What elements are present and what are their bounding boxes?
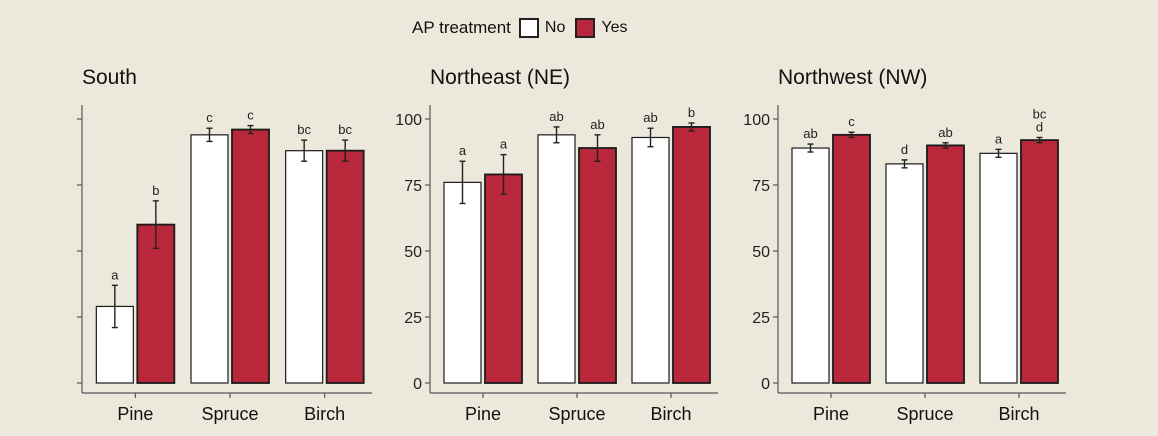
- significance-letter: a: [500, 137, 508, 152]
- bar-yes: [926, 144, 965, 384]
- legend-item-no: No: [518, 18, 566, 38]
- y-tick-label: 25: [752, 310, 770, 327]
- legend-swatch-no: [518, 18, 539, 38]
- bar-no: [443, 181, 482, 384]
- bar-no: [979, 152, 1018, 384]
- significance-letter: b: [688, 105, 695, 120]
- x-tick-label: Birch: [304, 404, 345, 424]
- x-tick-label: Spruce: [896, 404, 953, 424]
- x-tick-label: Pine: [117, 404, 153, 424]
- y-tick-label: 100: [743, 112, 770, 129]
- bar-yes: [672, 126, 711, 384]
- significance-letter: ab: [549, 109, 563, 124]
- significance-letter: ab: [938, 125, 952, 140]
- y-tick-label: 50: [752, 244, 770, 261]
- x-tick-label: Birch: [998, 404, 1039, 424]
- bar-no: [285, 150, 324, 384]
- bar-yes: [484, 173, 523, 384]
- significance-letter: ab: [643, 110, 657, 125]
- y-tick-label: 0: [413, 376, 422, 393]
- significance-letter: c: [848, 114, 855, 129]
- x-tick-label: Pine: [465, 404, 501, 424]
- significance-letter: c: [247, 108, 254, 123]
- significance-letter: ab: [590, 117, 604, 132]
- bar-no: [190, 134, 229, 384]
- panel-title: Northwest (NW): [778, 66, 927, 89]
- significance-letter: a: [995, 131, 1003, 146]
- panel-title: Northeast (NE): [430, 66, 570, 89]
- panel-title: South: [82, 66, 137, 89]
- significance-letter: a: [111, 267, 119, 282]
- legend-title: AP treatment: [412, 18, 511, 37]
- bar-no: [631, 136, 670, 384]
- y-tick-label: 75: [404, 178, 422, 195]
- x-tick-label: Birch: [650, 404, 691, 424]
- y-tick-label: 75: [752, 178, 770, 195]
- significance-letter: a: [459, 143, 467, 158]
- x-tick-label: Pine: [813, 404, 849, 424]
- significance-letter: bc: [1033, 106, 1047, 121]
- y-tick-label: 0: [761, 376, 770, 393]
- legend-item-yes: Yes: [575, 18, 627, 38]
- y-tick-label: 25: [404, 310, 422, 327]
- x-tick-label: Spruce: [201, 404, 258, 424]
- significance-letter: c: [206, 110, 213, 125]
- bar-yes: [1020, 139, 1059, 384]
- significance-letter: d: [1036, 119, 1043, 134]
- bar-yes: [578, 147, 617, 384]
- legend-swatch-yes: [575, 18, 596, 38]
- significance-letter: ab: [803, 126, 817, 141]
- bar-no: [885, 163, 924, 384]
- bar-yes: [832, 133, 871, 384]
- x-tick-label: Spruce: [548, 404, 605, 424]
- bar-yes: [231, 128, 270, 384]
- significance-letter: d: [901, 142, 908, 157]
- legend-label-no: No: [544, 19, 566, 36]
- significance-letter: bc: [338, 122, 352, 137]
- bar-no: [791, 147, 830, 384]
- y-tick-label: 100: [395, 112, 422, 129]
- legend-label-yes: Yes: [601, 19, 628, 36]
- bar-yes: [325, 149, 365, 384]
- legend: AP treatment No Yes: [412, 14, 637, 42]
- significance-letter: bc: [297, 122, 311, 137]
- bar-no: [537, 134, 576, 384]
- y-tick-label: 50: [404, 244, 422, 261]
- significance-letter: b: [152, 183, 159, 198]
